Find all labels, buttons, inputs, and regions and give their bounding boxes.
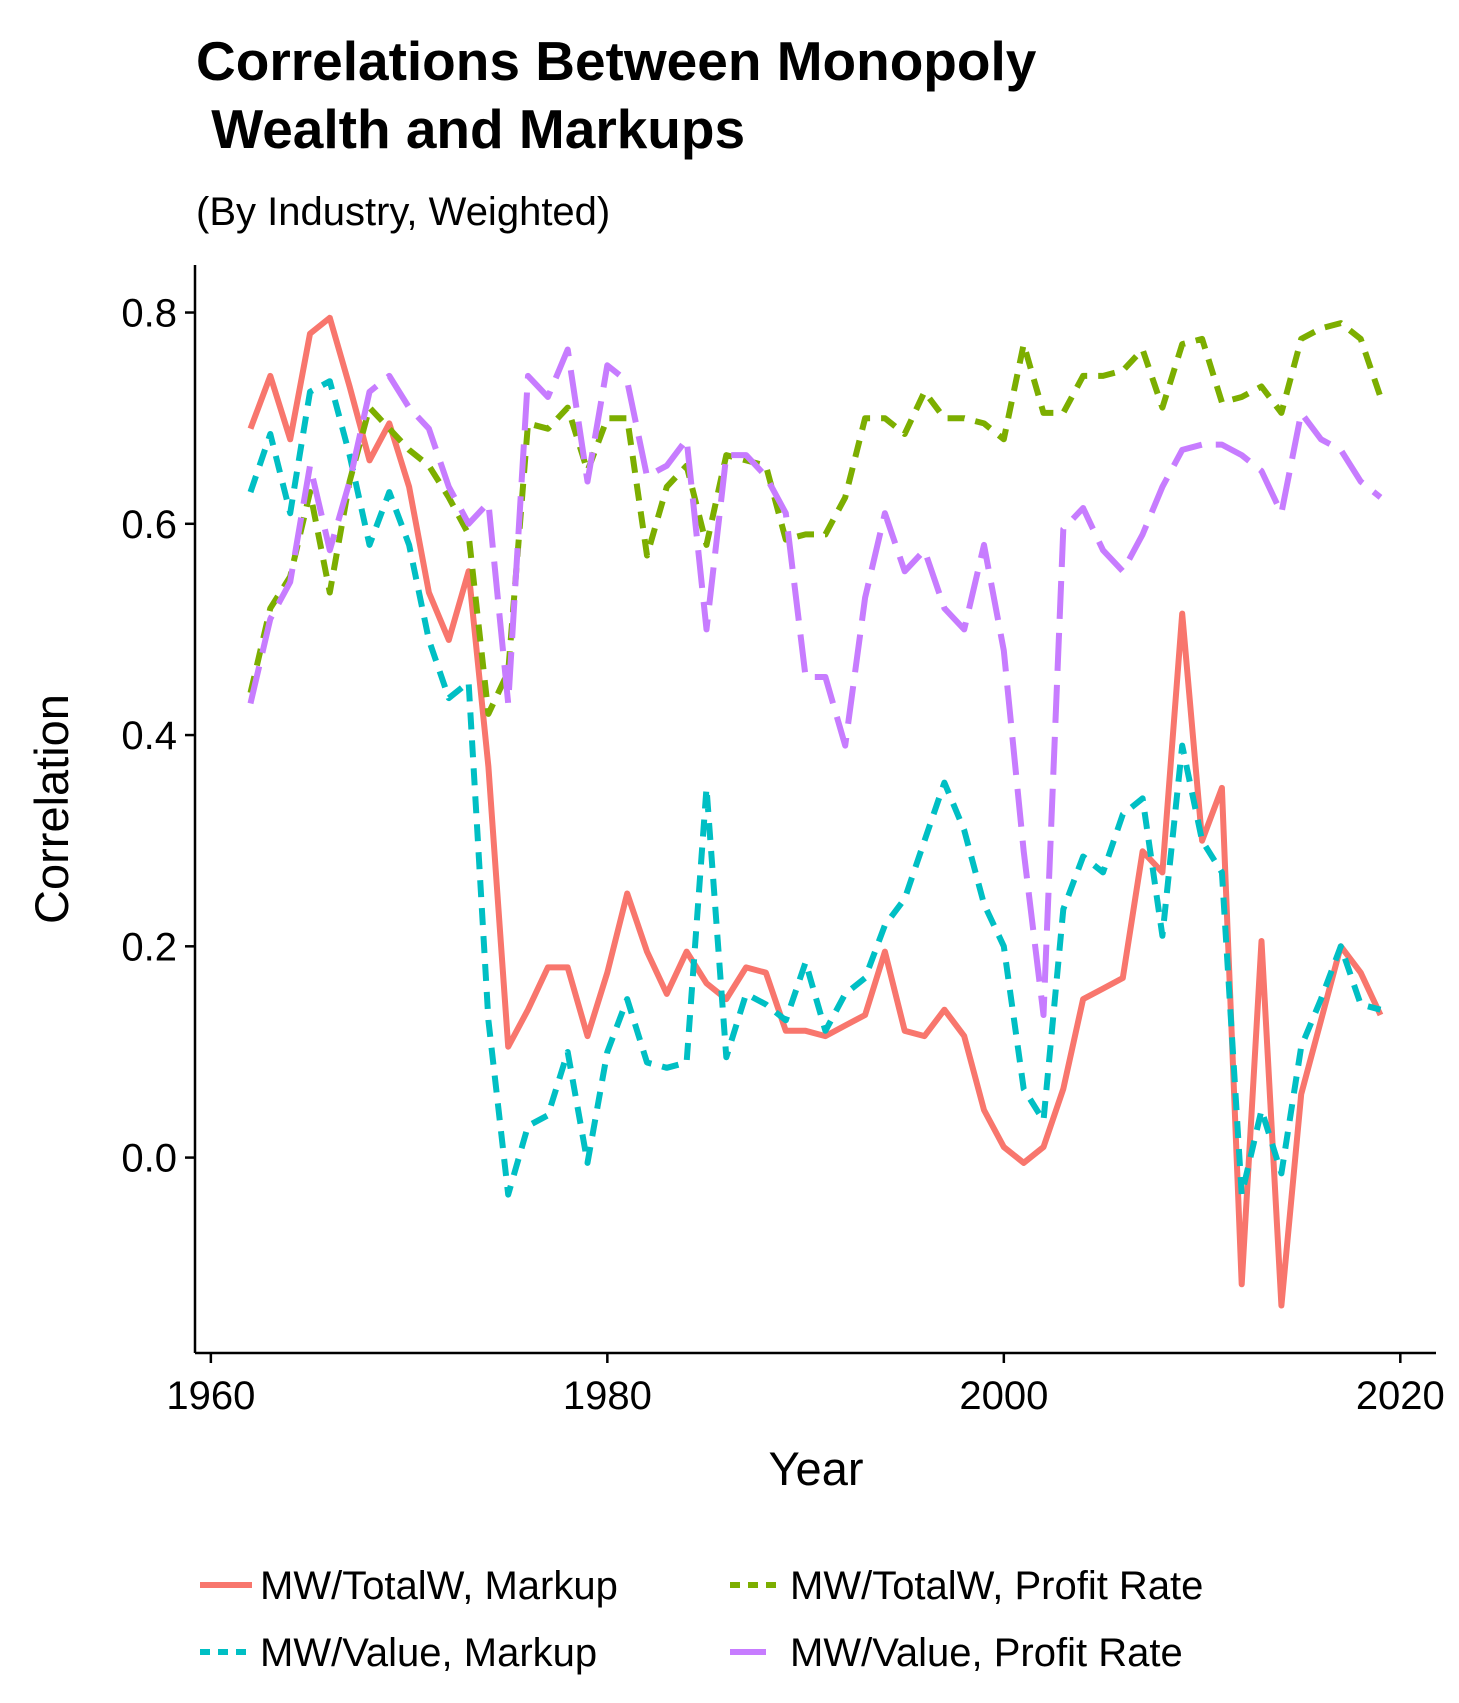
legend-label-1: MW/TotalW, Markup — [260, 1564, 618, 1608]
series-layer — [247, 314, 1384, 1309]
legend: MW/TotalW, Markup MW/TotalW, Profit Rate M… — [200, 1564, 1203, 1675]
x-tick-label: 1980 — [563, 1374, 652, 1418]
chart-subtitle: (By Industry, Weighted) — [196, 190, 610, 234]
y-tick-label: 0.0 — [121, 1137, 177, 1181]
chart-title-line-2: Wealth and Markups — [196, 98, 745, 160]
series-line-4 — [247, 346, 1383, 1018]
y-tick-label: 0.6 — [121, 503, 177, 547]
y-tick-label: 0.2 — [121, 925, 177, 969]
y-axis-label: Correlation — [25, 694, 78, 924]
legend-label-2: MW/TotalW, Profit Rate — [790, 1564, 1203, 1608]
y-tick-label: 0.4 — [121, 714, 177, 758]
series-line-3 — [247, 378, 1382, 1198]
x-ticks: 1960 1980 2000 2020 — [166, 1353, 1445, 1418]
legend-label-3: MW/Value, Markup — [260, 1631, 597, 1675]
x-tick-label: 1960 — [166, 1374, 255, 1418]
x-axis-label: Year — [769, 1442, 864, 1495]
x-tick-label: 2020 — [1356, 1374, 1445, 1418]
x-tick-label: 2000 — [959, 1374, 1048, 1418]
y-tick-label: 0.8 — [121, 292, 177, 336]
legend-label-4: MW/Value, Profit Rate — [790, 1631, 1183, 1675]
series-line-1 — [247, 314, 1384, 1309]
chart-title-line-1: Correlations Between Monopoly — [196, 30, 1037, 92]
plot-area: 0.0 0.2 0.4 0.6 0.8 1960 1980 2000 2020 — [121, 265, 1445, 1418]
y-ticks: 0.0 0.2 0.4 0.6 0.8 — [121, 292, 195, 1181]
series-line-2 — [247, 320, 1384, 717]
